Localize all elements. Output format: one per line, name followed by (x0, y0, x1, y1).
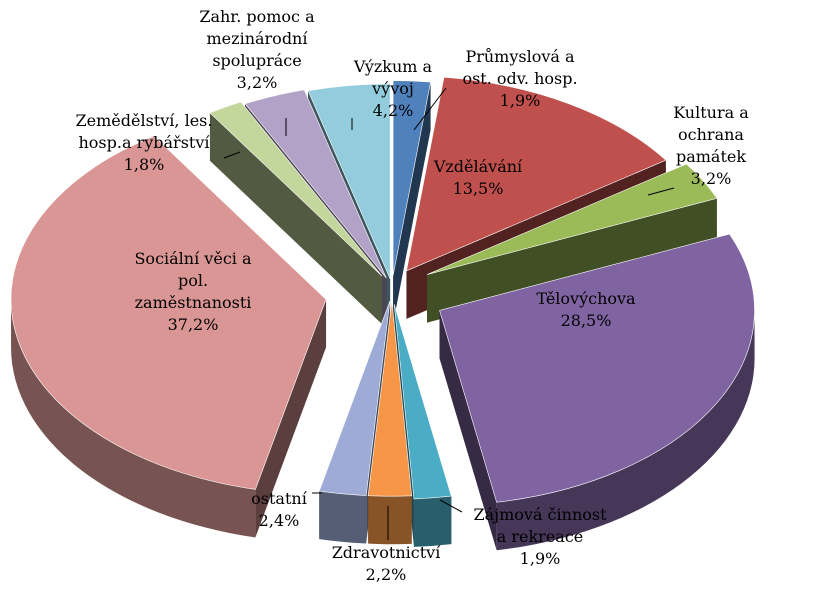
slice-value-label: 4,2% (373, 101, 414, 120)
pie-top-layer (10, 76, 755, 503)
pie-wall-7-0 (255, 299, 327, 538)
leader-line-4 (439, 499, 463, 513)
slice-value-label: 13,5% (453, 179, 504, 198)
slice-label-9: Zahr. pomoc a mezinárodní spolupráce 3,2% (199, 7, 315, 92)
slice-label-6: ostatní 2,4% (251, 489, 308, 530)
pie-slice-kultura-a-ochrana-pam-tek (426, 163, 718, 275)
slice-name-line: Vzdělávání (433, 157, 523, 176)
slice-name-line: Kultura a (673, 103, 749, 122)
slice-value-label: 2,4% (259, 511, 300, 530)
slice-name-line: ochrana (678, 125, 744, 144)
slice-name-line: vývoj (371, 79, 414, 98)
slice-name-line: Zdravotnictví (332, 543, 442, 562)
slice-label-8: Zemědělství, les. hosp.a rybářství 1,8% (76, 111, 213, 174)
slice-label-10: Výzkum a vývoj 4,2% (353, 57, 433, 120)
slice-label-7: Sociální věci a pol. zaměstnanosti 37,2% (134, 249, 252, 334)
slice-value-label: 1,9% (500, 91, 541, 110)
slice-name-line: Zájmová činnost (473, 505, 607, 524)
slice-value-label: 1,9% (520, 549, 561, 568)
slice-name-line: hosp.a rybářství (78, 133, 210, 152)
pie-wall-0-1 (393, 82, 431, 324)
pie-outer-wall-5-0 (368, 495, 412, 545)
slice-name-line: mezinárodní (207, 29, 309, 48)
pie-slice-z-jmov-innost-a-rekreace (393, 304, 452, 500)
slice-value-label: 3,2% (691, 169, 732, 188)
leader-line-2 (647, 187, 675, 196)
pie-wall-8-0 (209, 112, 383, 325)
pie-outer-wall-4-0 (413, 496, 452, 547)
pie-slice-soci-ln-v-ci-a-pol-zam-stnanosti (10, 135, 327, 490)
pie-slice-zem-d-lstv-les-hosp-a-ryb-stv- (209, 101, 383, 277)
slice-label-2: Kultura a ochrana památek 3,2% (673, 103, 749, 188)
slice-value-label: 1,8% (124, 155, 165, 174)
pie-slice-v-zkum-a-v-voj (307, 83, 391, 280)
slice-name-line: pol. (178, 271, 208, 290)
slice-label-0: Průmyslová a ost. odv. hosp. 1,9% (462, 47, 577, 110)
slice-name-line: památek (676, 147, 746, 166)
leader-line-0 (413, 87, 447, 131)
slice-name-line: Tělovýchova (536, 289, 636, 308)
slice-name-line: ostatní (251, 489, 308, 508)
pie-slice-vzd-l-v-n- (406, 76, 667, 272)
slice-value-label: 3,2% (237, 73, 278, 92)
slice-name-line: Zemědělství, les. (76, 111, 213, 130)
pie-slice-zahr-pomoc-a-mezin-rodn-spolupr-ce (244, 89, 387, 279)
slice-value-label: 2,2% (366, 565, 407, 584)
pie-slice-zdravotnictv- (367, 301, 413, 497)
slice-label-3: Tělovýchova 28,5% (536, 289, 636, 330)
slice-name-line: Průmyslová a (465, 47, 575, 66)
pie-outer-wall-7-0 (11, 299, 256, 538)
slice-name-line: zaměstnanosti (135, 293, 252, 312)
slice-label-4: Zájmová činnost a rekreace 1,9% (473, 505, 607, 568)
slice-name-line: Výzkum a (353, 57, 433, 76)
slice-name-line: a rekreace (497, 527, 584, 546)
slice-name-line: ost. odv. hosp. (462, 69, 577, 88)
leader-line-8 (223, 151, 241, 159)
slice-name-line: spolupráce (212, 51, 301, 70)
slice-label-5: Zdravotnictví 2,2% (332, 543, 442, 584)
slice-name-line: Sociální věci a (134, 249, 252, 268)
slice-value-label: 28,5% (561, 311, 612, 330)
pie-label-layer: Průmyslová a ost. odv. hosp. 1,9% Vzděláván… (76, 7, 750, 584)
slice-name-line: Zahr. pomoc a (199, 7, 315, 26)
pie-outer-wall-6-0 (319, 491, 367, 544)
pie-wall-2-1 (427, 198, 717, 323)
pie-slice-ostatn- (318, 300, 391, 496)
pie-wall-3-1 (439, 310, 497, 551)
pie-slice-pr-myslov-a-ost-odv-hosp- (392, 80, 431, 276)
pie-slice-t-lov-chova (439, 233, 755, 503)
pie-outer-wall-3-0 (496, 310, 755, 551)
slice-value-label: 37,2% (168, 315, 219, 334)
slice-label-1: Vzdělávání 13,5% (433, 157, 523, 198)
